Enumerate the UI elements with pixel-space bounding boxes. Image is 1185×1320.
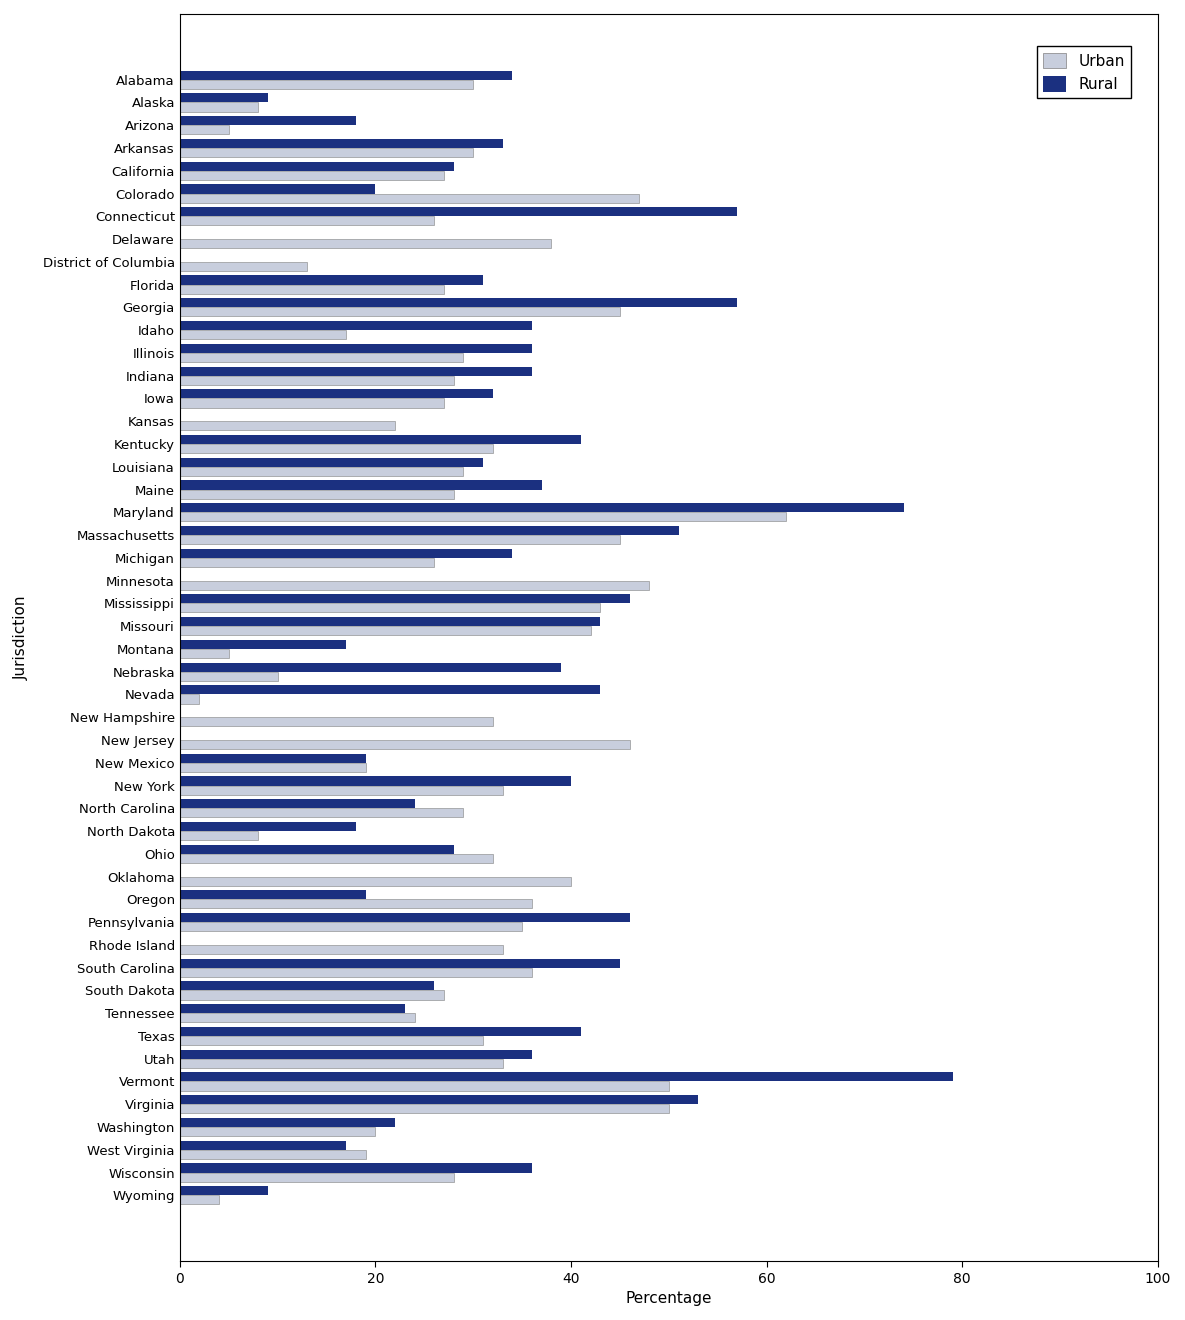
Bar <box>180 945 502 954</box>
Bar <box>180 330 346 339</box>
Bar <box>180 799 415 808</box>
Bar <box>180 399 444 408</box>
Bar <box>180 503 904 512</box>
Bar <box>180 308 620 317</box>
Bar <box>180 558 434 566</box>
Bar <box>180 343 532 352</box>
Bar <box>180 776 571 785</box>
Bar <box>180 1140 346 1150</box>
Bar <box>180 367 532 376</box>
Bar <box>180 968 532 977</box>
Bar <box>180 1059 502 1068</box>
Bar <box>180 549 512 558</box>
Bar <box>180 512 786 521</box>
Bar <box>180 876 571 886</box>
Bar <box>180 1096 698 1105</box>
Bar <box>180 276 483 285</box>
Bar <box>180 239 551 248</box>
Bar <box>180 663 562 672</box>
Bar <box>180 434 581 444</box>
Bar <box>180 832 258 840</box>
Bar <box>180 1196 219 1204</box>
Bar <box>180 1150 366 1159</box>
Bar <box>180 626 590 635</box>
Bar <box>180 139 502 148</box>
Bar <box>180 854 493 863</box>
Bar <box>180 535 620 544</box>
Bar <box>180 1049 532 1059</box>
Bar <box>180 822 356 832</box>
Bar <box>180 458 483 467</box>
Bar <box>180 261 307 271</box>
Bar <box>180 1081 668 1090</box>
Bar <box>180 70 512 79</box>
Bar <box>180 594 629 603</box>
Bar <box>180 640 346 649</box>
Bar <box>180 421 395 430</box>
Bar <box>180 376 454 385</box>
Bar <box>180 298 737 308</box>
Bar <box>180 216 434 226</box>
Bar <box>180 649 229 657</box>
Y-axis label: Jurisdiction: Jurisdiction <box>14 595 28 680</box>
Bar <box>180 194 640 203</box>
Bar <box>180 207 737 216</box>
Bar <box>180 808 463 817</box>
Bar <box>180 1005 405 1014</box>
Bar <box>180 1027 581 1036</box>
Legend: Urban, Rural: Urban, Rural <box>1037 46 1130 98</box>
Bar <box>180 79 473 88</box>
Bar <box>180 1163 532 1172</box>
Bar <box>180 685 601 694</box>
Bar <box>180 754 366 763</box>
Bar <box>180 899 532 908</box>
Bar <box>180 103 258 112</box>
Bar <box>180 1127 376 1137</box>
Bar <box>180 1187 268 1196</box>
Bar <box>180 321 532 330</box>
Bar <box>180 352 463 362</box>
Bar <box>180 785 502 795</box>
Bar <box>180 1172 454 1181</box>
Bar <box>180 981 434 990</box>
Bar <box>180 890 366 899</box>
Bar <box>180 763 366 772</box>
Bar <box>180 185 376 194</box>
Bar <box>180 1014 415 1022</box>
Bar <box>180 603 601 612</box>
Bar <box>180 161 454 170</box>
Bar <box>180 444 493 453</box>
Bar <box>180 717 493 726</box>
Bar <box>180 480 542 490</box>
Bar <box>180 990 444 999</box>
Bar <box>180 389 493 399</box>
Bar <box>180 923 523 931</box>
Bar <box>180 581 649 590</box>
Bar <box>180 1072 953 1081</box>
X-axis label: Percentage: Percentage <box>626 1291 712 1305</box>
Bar <box>180 490 454 499</box>
Bar <box>180 845 454 854</box>
Bar <box>180 285 444 294</box>
Bar <box>180 116 356 125</box>
Bar <box>180 1118 395 1127</box>
Bar <box>180 958 620 968</box>
Bar <box>180 125 229 135</box>
Bar <box>180 672 277 681</box>
Bar <box>180 913 629 923</box>
Bar <box>180 94 268 103</box>
Bar <box>180 148 473 157</box>
Bar <box>180 1105 668 1113</box>
Bar <box>180 694 199 704</box>
Bar <box>180 467 463 475</box>
Bar <box>180 741 629 748</box>
Bar <box>180 170 444 180</box>
Bar <box>180 525 679 535</box>
Bar <box>180 1036 483 1045</box>
Bar <box>180 616 601 626</box>
